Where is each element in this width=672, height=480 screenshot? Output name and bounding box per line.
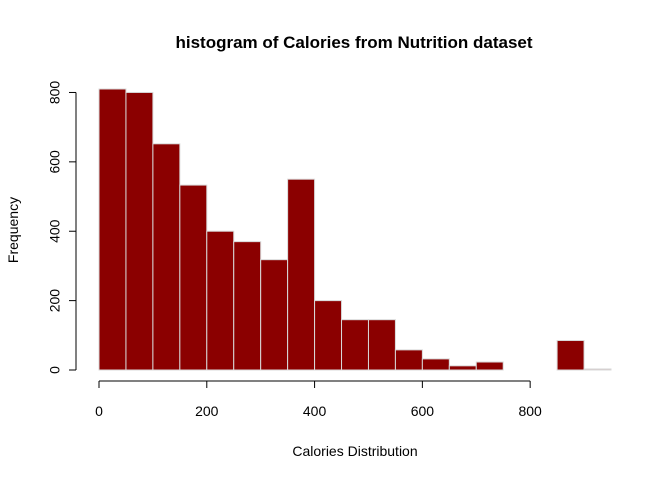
bars <box>98 88 612 371</box>
y-axis-label: Frequency <box>5 197 21 263</box>
histogram-bar <box>367 319 396 371</box>
y-tick-label: 400 <box>47 219 63 243</box>
x-tick-label: 800 <box>518 403 542 419</box>
y-tick-label: 800 <box>47 81 63 105</box>
histogram-bar <box>421 358 450 371</box>
histogram-bar <box>341 319 369 371</box>
histogram-bar <box>556 340 585 371</box>
histogram-bar <box>287 178 316 371</box>
x-tick-label: 400 <box>303 403 327 419</box>
histogram-bar <box>260 259 289 371</box>
histogram-bar <box>475 361 504 371</box>
y-tick-label: 200 <box>47 289 63 313</box>
chart-title: histogram of Calories from Nutrition dat… <box>175 33 532 52</box>
y-tick-label: 0 <box>47 366 63 374</box>
histogram-bar <box>206 230 235 371</box>
histogram-bar <box>583 368 612 371</box>
histogram-bar <box>125 91 154 371</box>
x-tick-label: 0 <box>95 403 103 419</box>
y-axis: 0 200 400 600 800 <box>47 81 77 374</box>
histogram-bar <box>179 184 208 371</box>
x-tick-label: 600 <box>411 403 435 419</box>
histogram-bar <box>233 241 262 371</box>
x-tick-label: 200 <box>195 403 219 419</box>
histogram-bar <box>98 88 127 371</box>
x-axis: 0 200 400 600 800 <box>95 380 542 419</box>
y-tick-label: 600 <box>47 150 63 174</box>
histogram-bar <box>394 349 423 371</box>
histogram-bar <box>314 300 343 371</box>
x-axis-label: Calories Distribution <box>292 443 417 459</box>
histogram-bar <box>152 143 181 371</box>
histogram-bar <box>448 365 477 371</box>
